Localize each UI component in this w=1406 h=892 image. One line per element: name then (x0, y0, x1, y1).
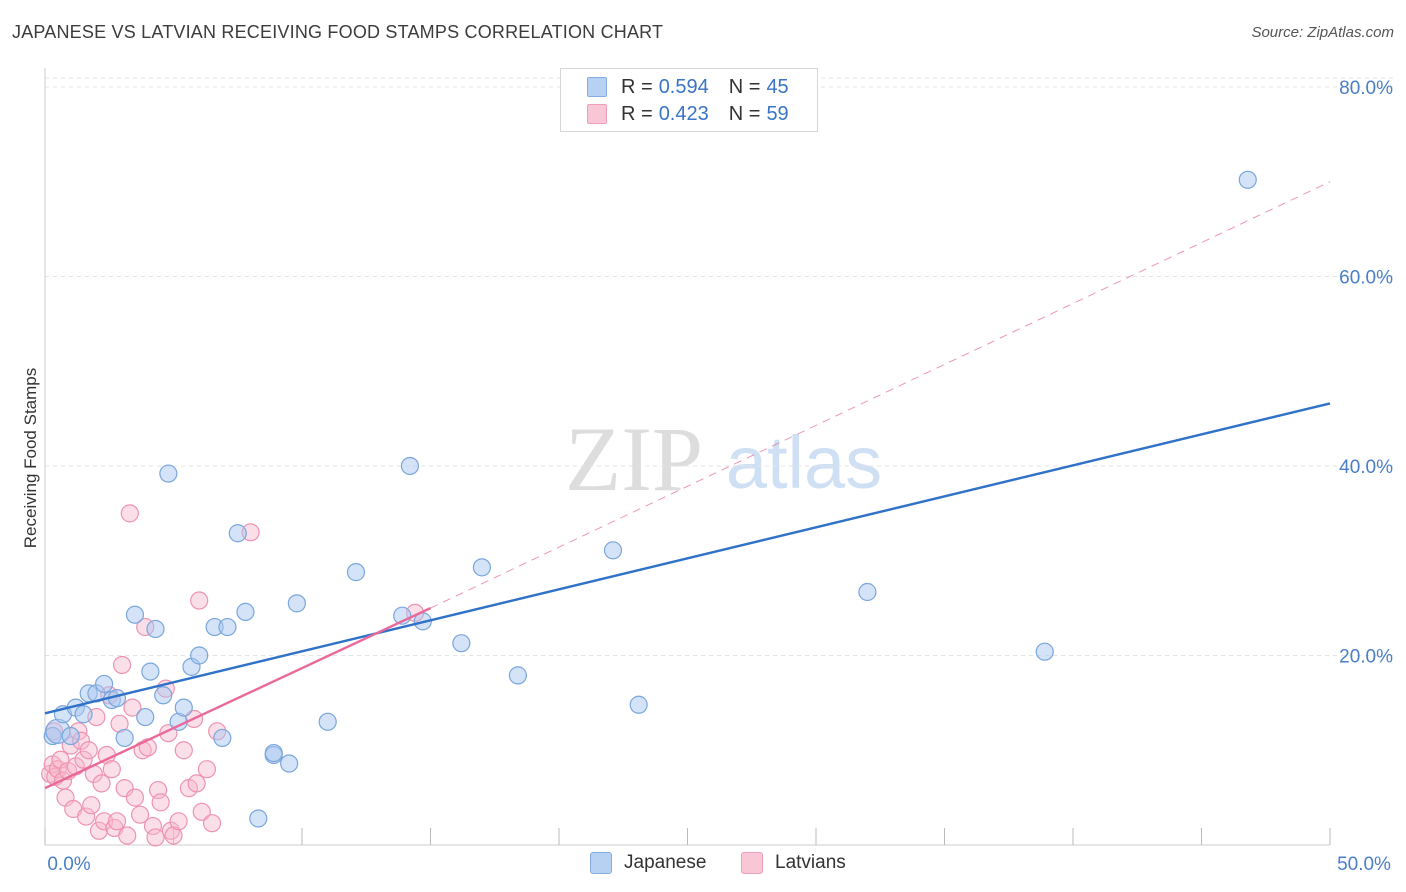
y-tick-label-40: 40.0% (1339, 457, 1393, 478)
japanese-point-43 (1035, 642, 1054, 661)
legend-row-latvians: R = 0.423 N = 59 (587, 101, 789, 127)
japanese-point-17 (159, 464, 178, 483)
japanese-point-42 (858, 582, 877, 602)
japanese-point-27 (249, 809, 268, 828)
japanese-n-label: N = (728, 75, 761, 98)
japanese-point-25 (228, 524, 247, 543)
japanese-point-21 (190, 646, 209, 665)
japanese-point-3 (61, 726, 80, 746)
japanese-point-14 (141, 662, 160, 681)
latvians-point-33 (125, 788, 145, 807)
japanese-point-29 (264, 743, 283, 763)
latvians-point-45 (164, 826, 183, 845)
japanese-n-value: 45 (766, 75, 789, 98)
latvians-r-value: 0.423 (658, 102, 709, 125)
latvians-r-label: R = (621, 102, 653, 125)
latvians-trend-line-2 (430, 181, 1331, 609)
latvians-point-28 (112, 655, 132, 675)
watermark-atlas: atlas (726, 421, 882, 504)
latvians-point-47 (174, 741, 193, 760)
japanese-trend-line-0 (44, 402, 1331, 715)
latvians-point-38 (143, 816, 163, 836)
japanese-point-31 (287, 594, 306, 613)
latvians-trend-line-1 (44, 607, 432, 790)
japanese-point-23 (218, 617, 237, 637)
latvians-point-44 (161, 821, 181, 840)
latvians-point-51 (190, 591, 209, 610)
japanese-point-30 (280, 754, 299, 773)
y-tick-label-20: 20.0% (1339, 646, 1393, 667)
japanese-point-39 (508, 666, 527, 685)
japanese-point-15 (146, 619, 165, 639)
latvians-point-31 (120, 504, 139, 523)
japanese-point-44 (1238, 170, 1257, 189)
japanese-point-41 (629, 695, 648, 714)
latvians-point-21 (95, 812, 114, 831)
japanese-r-value: 0.594 (658, 75, 709, 98)
latvians-point-50 (187, 774, 206, 793)
japanese-point-33 (346, 563, 366, 582)
japanese-point-19 (174, 698, 193, 717)
bottom-legend-japanese: Japanese (590, 852, 706, 874)
latvians-point-16 (82, 796, 101, 815)
japanese-point-5 (74, 705, 93, 724)
latvians-point-20 (92, 774, 111, 793)
x-tick-label-min: 0.0% (47, 854, 90, 875)
latvians-point-52 (192, 802, 211, 821)
japanese-point-11 (115, 728, 134, 748)
latvians-point-24 (102, 760, 121, 779)
latvians-point-34 (130, 805, 150, 824)
japanese-point-8 (95, 674, 114, 694)
latvians-point-54 (202, 814, 222, 833)
bottom-legend-latvians: Latvians (741, 852, 846, 874)
bottom-latvians-swatch (741, 852, 763, 874)
japanese-point-35 (400, 456, 420, 476)
x-tick-label-max: 50.0% (1337, 854, 1391, 875)
latvians-point-15 (79, 741, 98, 760)
latvians-n-label: N = (728, 102, 761, 125)
japanese-point-16 (154, 686, 173, 705)
latvians-point-32 (123, 698, 142, 717)
bottom-japanese-swatch (590, 852, 612, 874)
latvians-point-53 (197, 760, 217, 779)
latvians-n-value: 59 (766, 102, 789, 125)
watermark: ZIP atlas (565, 408, 882, 510)
japanese-point-40 (603, 541, 623, 560)
bottom-japanese-label: Japanese (624, 852, 707, 873)
japanese-point-13 (136, 707, 155, 727)
bottom-latvians-label: Latvians (775, 852, 846, 873)
japanese-swatch (587, 77, 607, 97)
chart-title: JAPANESE VS LATVIAN RECEIVING FOOD STAMP… (12, 22, 664, 42)
latvians-point-39 (146, 828, 165, 847)
source-note: Source: ZipAtlas.com (1251, 24, 1394, 41)
latvians-point-41 (151, 793, 170, 812)
watermark-zip: ZIP (565, 408, 703, 510)
japanese-r-label: R = (621, 75, 653, 98)
legend-row-japanese: R = 0.594 N = 45 (587, 74, 789, 100)
japanese-point-37 (452, 634, 471, 653)
latvians-point-14 (77, 807, 96, 826)
japanese-point-32 (318, 712, 337, 731)
latvians-point-13 (74, 750, 93, 769)
latvians-point-26 (107, 812, 127, 831)
japanese-point-12 (125, 605, 145, 624)
latvians-swatch (587, 104, 607, 124)
japanese-point-26 (236, 602, 255, 622)
latvians-point-30 (118, 826, 137, 845)
japanese-point-38 (472, 558, 491, 577)
latvians-point-19 (89, 821, 109, 840)
y-tick-label-60: 60.0% (1339, 267, 1393, 288)
y-tick-label-80: 80.0% (1339, 78, 1393, 99)
japanese-point-24 (213, 728, 232, 748)
stats-legend: R = 0.594 N = 45 R = 0.423 N = 59 (560, 68, 818, 132)
latvians-point-46 (169, 812, 188, 831)
